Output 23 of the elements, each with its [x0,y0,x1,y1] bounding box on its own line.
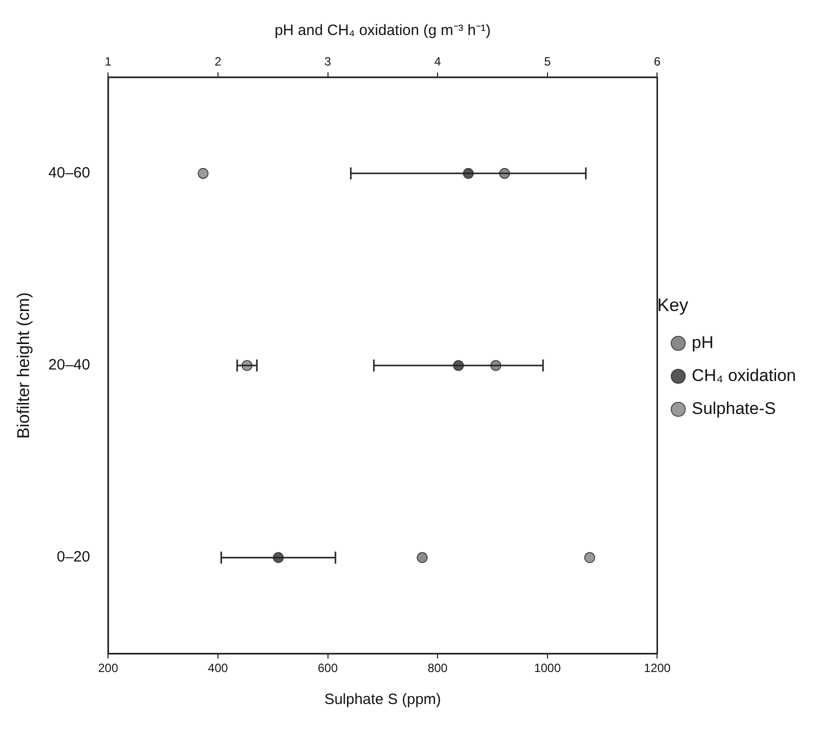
y-tick-label: 40–60 [48,164,90,182]
x2-tick-label: 1 [104,54,112,69]
x2-tick-label: 6 [654,54,661,69]
x-axis-title: Sulphate S (ppm) [324,691,442,708]
y-tick-label: 0–20 [56,548,90,566]
x-tick-label: 800 [428,661,448,676]
x-tick-label: 1000 [534,661,562,676]
y-tick-label: 20–40 [48,356,90,374]
x-tick-label: 200 [98,661,118,676]
x-tick-label: 600 [318,661,338,676]
x2-tick-label: 2 [214,54,222,69]
x-tick-label: 1200 [644,661,671,676]
x2-tick-label: 4 [434,54,442,69]
legend-title: Key [657,295,688,316]
y-axis-title: Biofilter height (cm) [14,292,33,439]
x2-tick-label: 3 [324,54,332,69]
legend-label: CH₄ oxidation [692,366,796,385]
legend-label: Sulphate-S [692,398,776,418]
point [416,552,428,563]
x-tick-label: 400 [208,661,228,676]
legend-label: pH [692,332,714,352]
x2-axis-title: pH and CH₄ oxidation (g m⁻³ h⁻¹) [274,22,491,40]
x2-tick-label: 5 [544,54,552,69]
